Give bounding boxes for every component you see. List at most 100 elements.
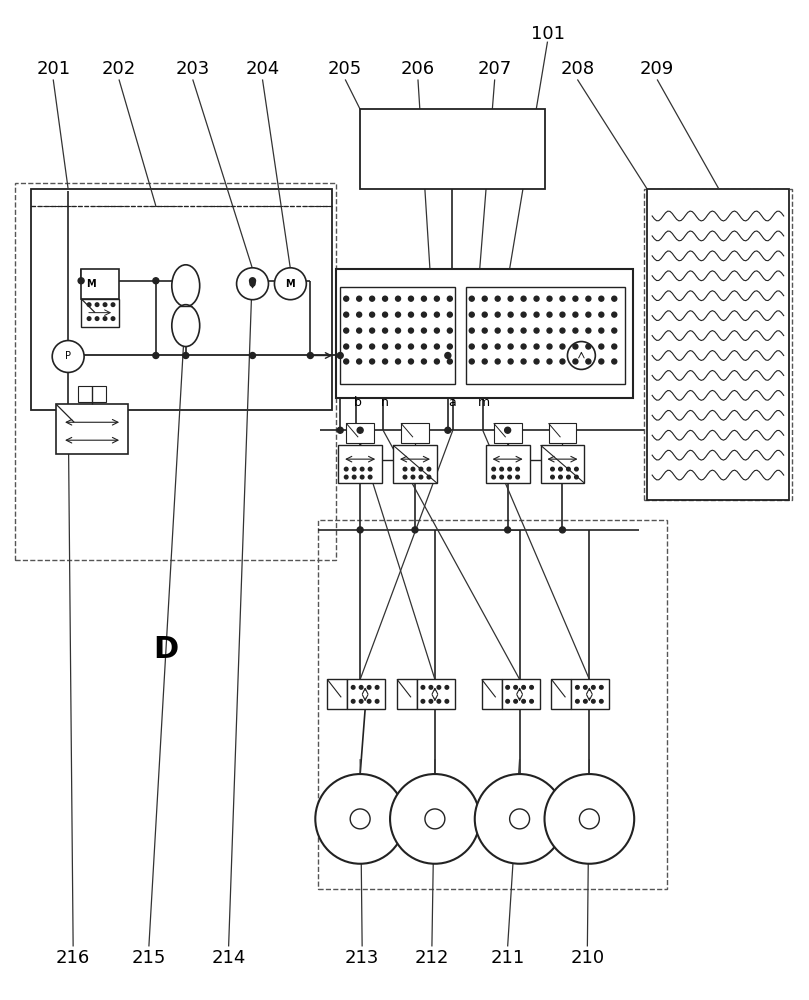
Circle shape: [612, 328, 616, 333]
Circle shape: [250, 281, 255, 286]
Circle shape: [612, 359, 616, 364]
Bar: [346, 423, 374, 443]
Circle shape: [396, 328, 400, 333]
Bar: [481, 679, 502, 709]
Circle shape: [583, 700, 587, 703]
Bar: [485, 445, 530, 483]
Circle shape: [437, 700, 441, 703]
Circle shape: [482, 328, 487, 333]
Circle shape: [357, 427, 363, 433]
Circle shape: [445, 353, 451, 358]
Circle shape: [357, 296, 362, 301]
Circle shape: [390, 774, 480, 864]
Circle shape: [508, 467, 511, 471]
Circle shape: [469, 312, 474, 317]
Circle shape: [612, 312, 616, 317]
Circle shape: [95, 303, 99, 306]
Circle shape: [236, 268, 269, 300]
Text: 204: 204: [245, 60, 280, 78]
Text: P: P: [66, 351, 71, 361]
Circle shape: [469, 296, 474, 301]
Circle shape: [345, 475, 348, 479]
Bar: [540, 445, 584, 483]
Circle shape: [357, 312, 362, 317]
Circle shape: [344, 328, 349, 333]
Bar: [15, 183, 337, 560]
Circle shape: [427, 467, 430, 471]
Circle shape: [434, 359, 439, 364]
Circle shape: [409, 328, 413, 333]
Circle shape: [360, 475, 364, 479]
Circle shape: [560, 344, 565, 349]
Circle shape: [599, 359, 604, 364]
Circle shape: [482, 359, 487, 364]
Circle shape: [409, 344, 413, 349]
Circle shape: [351, 700, 355, 703]
Circle shape: [353, 475, 356, 479]
Circle shape: [403, 467, 407, 471]
Circle shape: [475, 774, 565, 864]
Circle shape: [337, 353, 343, 358]
Circle shape: [421, 359, 426, 364]
Circle shape: [359, 700, 363, 703]
Circle shape: [547, 328, 552, 333]
Circle shape: [445, 427, 451, 433]
Text: 214: 214: [211, 949, 246, 967]
Circle shape: [421, 686, 425, 689]
Text: 212: 212: [415, 949, 449, 967]
Bar: [502, 679, 540, 709]
Circle shape: [566, 467, 570, 471]
Circle shape: [447, 359, 452, 364]
Bar: [401, 423, 429, 443]
Text: 203: 203: [176, 60, 210, 78]
Circle shape: [583, 686, 587, 689]
Text: 213: 213: [345, 949, 379, 967]
Text: 205: 205: [328, 60, 362, 78]
Circle shape: [530, 700, 533, 703]
Circle shape: [505, 427, 510, 433]
Circle shape: [495, 344, 500, 349]
Circle shape: [534, 344, 539, 349]
Circle shape: [547, 359, 552, 364]
Circle shape: [396, 344, 400, 349]
Bar: [571, 679, 609, 709]
Circle shape: [586, 359, 591, 364]
Circle shape: [344, 344, 349, 349]
Circle shape: [427, 475, 430, 479]
Bar: [397, 679, 417, 709]
Circle shape: [516, 475, 519, 479]
Circle shape: [510, 809, 530, 829]
Circle shape: [547, 296, 552, 301]
Circle shape: [586, 328, 591, 333]
Circle shape: [425, 809, 445, 829]
Circle shape: [514, 700, 518, 703]
Text: 210: 210: [570, 949, 604, 967]
Circle shape: [516, 467, 519, 471]
Circle shape: [560, 312, 565, 317]
Circle shape: [447, 312, 452, 317]
Circle shape: [357, 527, 363, 533]
Text: 209: 209: [640, 60, 674, 78]
Circle shape: [437, 686, 441, 689]
Circle shape: [357, 328, 362, 333]
Circle shape: [316, 774, 405, 864]
Bar: [328, 679, 347, 709]
Circle shape: [249, 353, 256, 358]
Circle shape: [396, 312, 400, 317]
Text: 201: 201: [36, 60, 70, 78]
Circle shape: [53, 341, 84, 372]
Circle shape: [447, 328, 452, 333]
Circle shape: [560, 328, 565, 333]
Circle shape: [344, 312, 349, 317]
Circle shape: [104, 303, 107, 306]
Circle shape: [359, 686, 363, 689]
Circle shape: [482, 296, 487, 301]
Circle shape: [530, 686, 533, 689]
Circle shape: [579, 809, 599, 829]
Circle shape: [534, 296, 539, 301]
Circle shape: [508, 475, 511, 479]
Circle shape: [353, 467, 356, 471]
Bar: [318, 520, 667, 889]
Circle shape: [544, 774, 634, 864]
Circle shape: [506, 700, 510, 703]
